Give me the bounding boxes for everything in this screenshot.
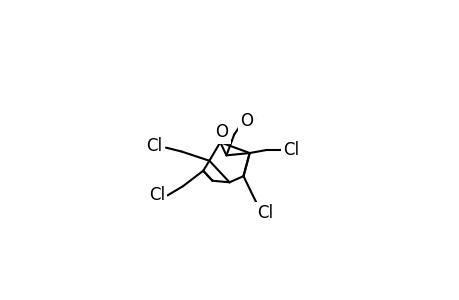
Text: Cl: Cl <box>257 204 273 222</box>
Text: O: O <box>240 112 252 130</box>
Text: O: O <box>215 123 228 141</box>
Text: Cl: Cl <box>146 137 162 155</box>
Text: Cl: Cl <box>148 186 164 204</box>
Text: Cl: Cl <box>283 141 299 159</box>
